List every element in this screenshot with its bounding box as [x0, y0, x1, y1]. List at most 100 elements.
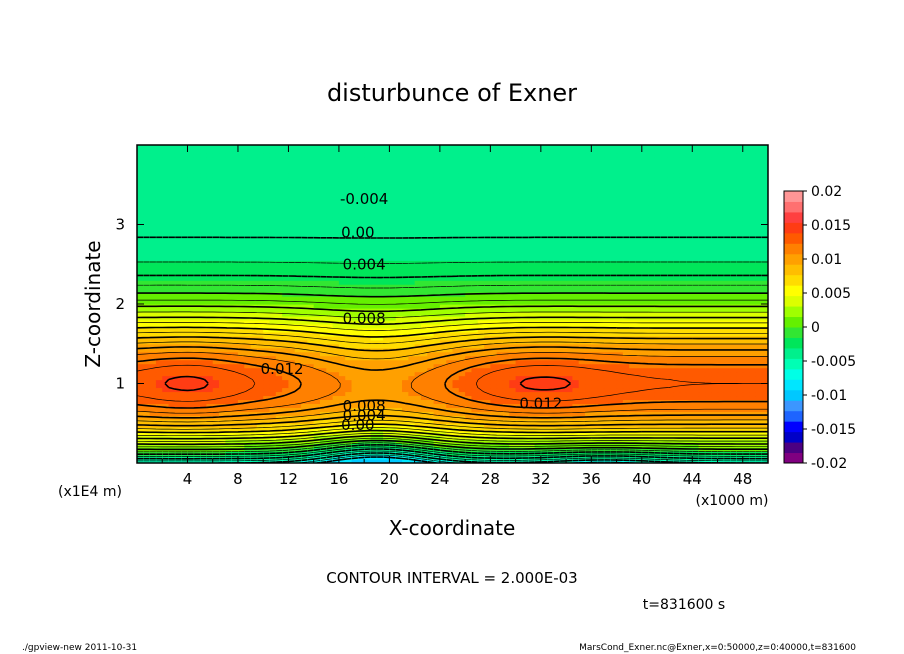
field-cell	[389, 371, 397, 377]
field-cell	[452, 379, 460, 385]
field-cell	[717, 379, 725, 385]
field-cell	[143, 327, 151, 333]
field-cell	[357, 343, 365, 349]
field-cell	[433, 327, 441, 333]
field-cell	[502, 371, 510, 377]
field-cell	[528, 347, 536, 353]
field-cell	[673, 443, 681, 448]
field-cell	[704, 272, 712, 277]
field-cell	[231, 343, 239, 349]
field-cell	[414, 323, 422, 329]
field-cell	[376, 415, 384, 420]
field-cell	[566, 359, 573, 365]
field-cell	[667, 431, 674, 436]
field-cell	[408, 395, 416, 400]
field-cell	[263, 280, 271, 285]
field-cell	[572, 296, 580, 301]
field-cell	[326, 447, 334, 452]
field-cell	[736, 292, 744, 297]
field-cell	[597, 292, 605, 297]
field-cell	[742, 264, 750, 269]
field-cell	[641, 323, 649, 329]
field-cell	[660, 391, 668, 397]
field-cell	[673, 459, 681, 463]
field-cell	[439, 447, 447, 452]
field-cell	[622, 296, 630, 301]
field-cell	[206, 272, 214, 277]
field-cell	[181, 323, 189, 329]
field-cell	[597, 379, 605, 385]
field-cell	[736, 379, 744, 385]
field-cell	[597, 272, 605, 277]
field-cell	[585, 288, 592, 293]
field-cell	[730, 296, 738, 301]
field-cell	[225, 411, 233, 416]
field-cell	[515, 351, 523, 357]
field-cell	[566, 439, 573, 444]
field-cell	[528, 383, 536, 389]
field-cell	[547, 292, 555, 297]
field-cell	[282, 387, 290, 393]
field-cell	[219, 435, 226, 440]
field-cell	[294, 300, 302, 305]
field-cell	[263, 391, 271, 397]
field-cell	[559, 307, 567, 313]
field-cell	[345, 331, 353, 337]
field-cell	[149, 296, 157, 301]
field-cell	[749, 284, 756, 289]
field-cell	[660, 423, 668, 428]
field-cell	[723, 307, 731, 313]
field-cell	[502, 383, 510, 389]
field-cell	[181, 371, 189, 377]
field-cell	[326, 427, 334, 432]
field-cell	[641, 339, 649, 345]
field-cell	[698, 280, 706, 285]
field-cell	[540, 272, 548, 277]
field-cell	[219, 272, 226, 277]
field-cell	[490, 307, 498, 313]
field-cell	[326, 280, 334, 285]
field-cell	[187, 264, 195, 269]
field-cell	[761, 284, 768, 289]
field-cell	[547, 276, 555, 281]
field-cell	[420, 284, 428, 289]
field-cell	[698, 391, 706, 397]
field-cell	[319, 284, 327, 289]
field-cell	[313, 296, 321, 301]
field-cell	[414, 327, 422, 333]
field-cell	[458, 272, 466, 277]
field-cell	[641, 331, 649, 337]
field-cell	[137, 451, 144, 456]
field-cell	[679, 415, 687, 420]
field-cell	[547, 395, 555, 400]
field-cell	[679, 268, 687, 273]
field-cell	[660, 415, 668, 420]
field-cell	[162, 276, 170, 281]
field-cell	[351, 323, 359, 329]
field-cell	[282, 300, 290, 305]
field-cell	[635, 296, 643, 301]
field-cell	[162, 315, 170, 321]
field-cell	[685, 371, 693, 377]
field-cell	[711, 411, 719, 416]
field-cell	[420, 339, 428, 345]
field-cell	[155, 383, 163, 389]
field-cell	[269, 459, 277, 463]
field-cell	[446, 268, 454, 273]
field-cell	[755, 339, 763, 345]
field-cell	[553, 327, 561, 333]
field-cell	[433, 399, 441, 404]
field-cell	[496, 371, 504, 377]
field-cell	[667, 276, 674, 281]
field-cell	[502, 264, 510, 269]
field-cell	[622, 383, 630, 389]
field-cell	[383, 395, 390, 400]
field-cell	[484, 355, 491, 361]
field-cell	[446, 347, 454, 353]
field-cell	[313, 431, 321, 436]
field-cell	[717, 268, 725, 273]
field-cell	[414, 455, 422, 460]
field-cell	[414, 347, 422, 353]
field-cell	[591, 431, 599, 436]
field-cell	[490, 407, 498, 412]
